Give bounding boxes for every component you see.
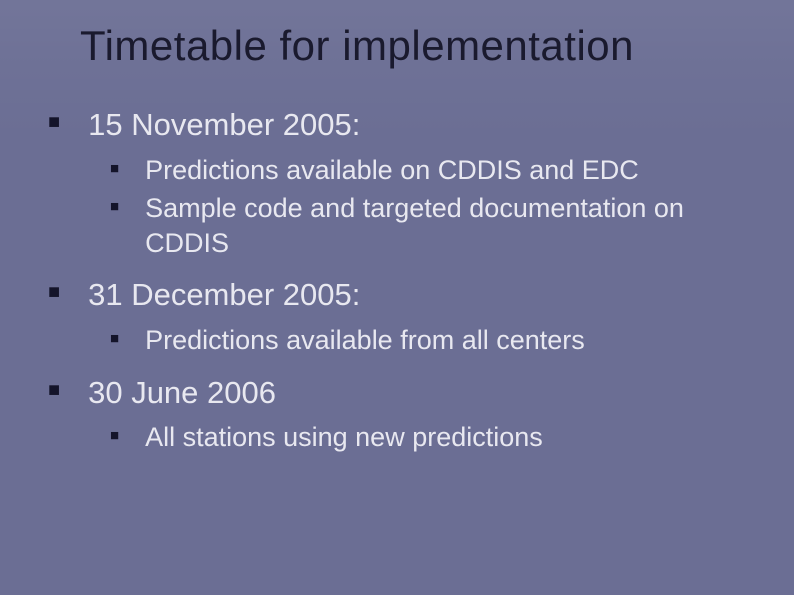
list-subitem: ■ Sample code and targeted documentation… <box>110 191 754 260</box>
square-bullet-icon: ■ <box>110 161 119 176</box>
list-subitem-label: Predictions available from all centers <box>145 323 585 358</box>
square-bullet-icon: ■ <box>110 331 119 346</box>
square-bullet-icon: ■ <box>110 199 119 214</box>
list-subitem-label: Predictions available on CDDIS and EDC <box>145 153 639 188</box>
list-subitem-label: Sample code and targeted documentation o… <box>145 191 735 260</box>
square-bullet-icon: ■ <box>48 112 60 132</box>
list-item-label: 15 November 2005: <box>88 106 360 145</box>
list-item-label: 30 June 2006 <box>88 374 276 413</box>
list-item: ■ 31 December 2005: <box>48 276 754 315</box>
list-item-label: 31 December 2005: <box>88 276 360 315</box>
square-bullet-icon: ■ <box>48 380 60 400</box>
spacer <box>40 264 754 276</box>
slide-container: Timetable for implementation ■ 15 Novemb… <box>0 0 794 595</box>
square-bullet-icon: ■ <box>48 282 60 302</box>
slide-title: Timetable for implementation <box>80 22 754 70</box>
list-item: ■ 15 November 2005: <box>48 106 754 145</box>
square-bullet-icon: ■ <box>110 428 119 443</box>
list-item: ■ 30 June 2006 <box>48 374 754 413</box>
list-subitem: ■ All stations using new predictions <box>110 420 754 455</box>
list-subitem: ■ Predictions available on CDDIS and EDC <box>110 153 754 188</box>
spacer <box>40 362 754 374</box>
list-subitem: ■ Predictions available from all centers <box>110 323 754 358</box>
list-subitem-label: All stations using new predictions <box>145 420 543 455</box>
